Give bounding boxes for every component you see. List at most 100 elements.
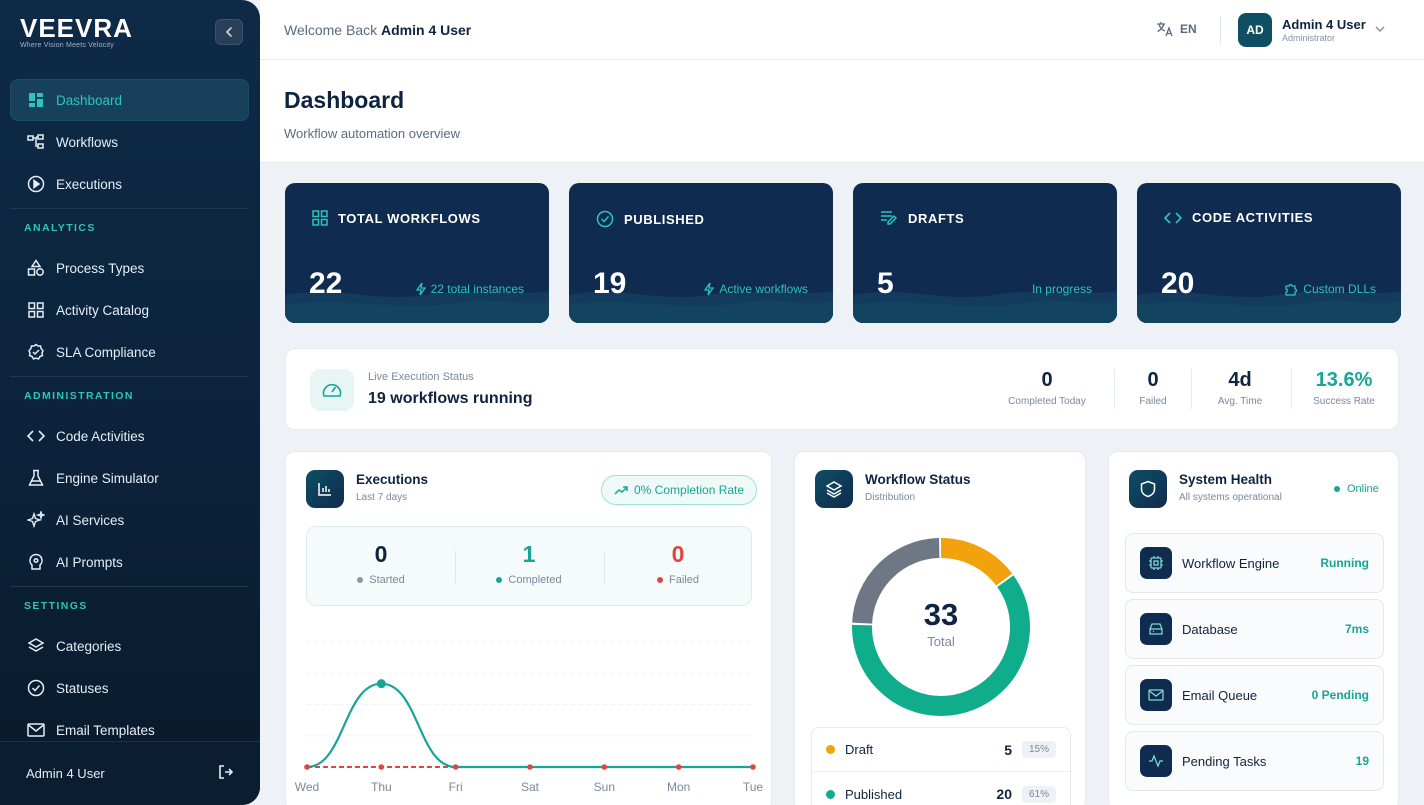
avatar[interactable]: AD (1238, 13, 1272, 47)
topbar-divider (1220, 16, 1221, 44)
logout-button[interactable] (218, 764, 234, 783)
database-icon (1140, 613, 1172, 645)
data-point-failed[interactable] (750, 764, 756, 770)
sidebar-item-label: Activity Catalog (56, 302, 150, 318)
workflow-icon (26, 132, 46, 152)
card-wave-decoration (853, 291, 1117, 323)
edit-lines-icon (881, 211, 898, 225)
system-health-panel: System Health All systems operational On… (1108, 451, 1399, 805)
donut-segment-published[interactable] (852, 538, 1030, 716)
sidebar-item-ai-services[interactable]: AI Services (10, 499, 249, 541)
workflow-status-donut: 33 Total (852, 538, 1030, 716)
card-wave-decoration (285, 291, 549, 323)
sidebar-item-code-activities[interactable]: Code Activities (10, 415, 249, 457)
brand-name: VEEVRA (20, 13, 133, 43)
health-item-value: 7ms (1344, 622, 1369, 636)
check-circle-icon (26, 678, 46, 698)
sidebar-footer: Admin 4 User (0, 741, 260, 805)
donut-total-value: 33 (924, 597, 958, 632)
welcome-user: Admin 4 User (381, 22, 472, 38)
data-point-completed[interactable] (376, 679, 386, 689)
welcome-message: Welcome Back Admin 4 User (284, 22, 471, 38)
stat-card-code-activities[interactable]: CODE ACTIVITIES 20 Custom DLLs (1137, 183, 1401, 323)
stat-card-header: PUBLISHED (596, 210, 705, 228)
summary-divider (455, 551, 456, 583)
data-point-failed[interactable] (378, 764, 385, 770)
nav-section-analytics: ANALYTICS (24, 222, 96, 234)
brand-logo[interactable]: VEEVRA Where Vision Meets Velocity (20, 14, 133, 49)
card-wave-decoration (569, 291, 833, 323)
stat-card-published[interactable]: PUBLISHED 19 Active workflows (569, 183, 833, 323)
chevron-left-icon (225, 27, 232, 37)
page-subtitle: Workflow automation overview (284, 126, 461, 141)
collapse-sidebar-button[interactable] (215, 19, 243, 45)
metric-label: Completed Today (1008, 396, 1086, 407)
data-point-failed[interactable] (304, 764, 310, 770)
health-item-workflow-engine[interactable]: Workflow Engine Running (1125, 533, 1384, 593)
x-tick-label: Sun (594, 780, 615, 794)
nav-divider (10, 376, 249, 377)
health-item-pending-tasks[interactable]: Pending Tasks 19 (1125, 731, 1384, 791)
translate-icon (1157, 22, 1173, 37)
chevron-down-icon (1375, 26, 1385, 33)
sidebar-item-engine-simulator[interactable]: Engine Simulator (10, 457, 249, 499)
metric-avg-time: 4d Avg. Time (1206, 369, 1274, 407)
grid-icon (26, 300, 46, 320)
sidebar-item-categories[interactable]: Categories (10, 625, 249, 667)
sidebar-item-activity-catalog[interactable]: Activity Catalog (10, 289, 249, 331)
donut-segment-draft[interactable] (852, 538, 1030, 716)
data-point-failed[interactable] (675, 764, 682, 770)
health-item-name: Pending Tasks (1182, 753, 1267, 769)
data-point-failed[interactable] (527, 764, 533, 770)
legend-percent: 15% (1021, 741, 1056, 758)
dashboard-icon (26, 90, 46, 110)
sidebar-item-ai-prompts[interactable]: AI Prompts (10, 541, 249, 583)
data-point-failed[interactable] (452, 764, 459, 770)
layers-icon (26, 636, 46, 656)
layers-icon (815, 470, 853, 508)
x-tick-label: Thu (371, 780, 392, 794)
online-status-text: Online (1347, 483, 1379, 495)
metric-value: 0 (1147, 369, 1159, 391)
legend-dot (657, 577, 664, 583)
sidebar-item-process-types[interactable]: Process Types (10, 247, 249, 289)
sidebar-item-sla-compliance[interactable]: SLA Compliance (10, 331, 249, 373)
gauge-icon (310, 369, 354, 411)
stat-card-total-workflows[interactable]: TOTAL WORKFLOWS 22 22 total instances (285, 183, 549, 323)
data-point-failed[interactable] (601, 764, 608, 770)
panel-title: Executions (356, 472, 429, 487)
language-switcher[interactable]: EN (1156, 21, 1197, 37)
stat-card-title: DRAFTS (908, 210, 965, 226)
stat-card-title: PUBLISHED (624, 211, 705, 227)
top-bar: Welcome Back Admin 4 User EN AD Admin 4 … (260, 0, 1424, 60)
live-execution-status: Live Execution Status 19 workflows runni… (285, 348, 1399, 430)
summary-label: Completed (508, 574, 562, 586)
user-name[interactable]: Admin 4 User (1282, 17, 1366, 32)
chip-icon (1140, 547, 1172, 579)
completion-rate-text: 0% Completion Rate (634, 483, 745, 497)
sidebar-item-label: Code Activities (56, 428, 145, 444)
sidebar-item-label: Categories (56, 638, 122, 654)
status-dot (1334, 486, 1340, 492)
health-item-value: 0 Pending (1311, 688, 1369, 702)
health-item-email-queue[interactable]: Email Queue 0 Pending (1125, 665, 1384, 725)
badge-check-icon (26, 342, 46, 362)
sidebar-item-dashboard[interactable]: Dashboard (10, 79, 249, 121)
nav-divider (10, 586, 249, 587)
sidebar-item-statuses[interactable]: Statuses (10, 667, 249, 709)
puzzle-icon (1285, 283, 1298, 296)
sidebar: VEEVRA Where Vision Meets Velocity Dashb… (0, 0, 260, 805)
sidebar-nav: Dashboard Workflows Executions ANALYTICS… (10, 79, 249, 751)
mail-icon (26, 720, 46, 740)
workflow-status-panel: Workflow Status Distribution 33 Total Dr… (794, 451, 1086, 805)
user-menu-toggle[interactable] (1374, 22, 1386, 40)
sidebar-item-executions[interactable]: Executions (10, 163, 249, 205)
play-circle-icon (26, 174, 46, 194)
sidebar-item-workflows[interactable]: Workflows (10, 121, 249, 163)
sidebar-item-email-templates[interactable]: Email Templates (10, 709, 249, 751)
health-item-database[interactable]: Database 7ms (1125, 599, 1384, 659)
legend-dot (826, 745, 835, 754)
nav-section-administration: ADMINISTRATION (24, 390, 134, 402)
sidebar-user-name: Admin 4 User (26, 766, 105, 781)
stat-card-drafts[interactable]: DRAFTS 5 In progress (853, 183, 1117, 323)
